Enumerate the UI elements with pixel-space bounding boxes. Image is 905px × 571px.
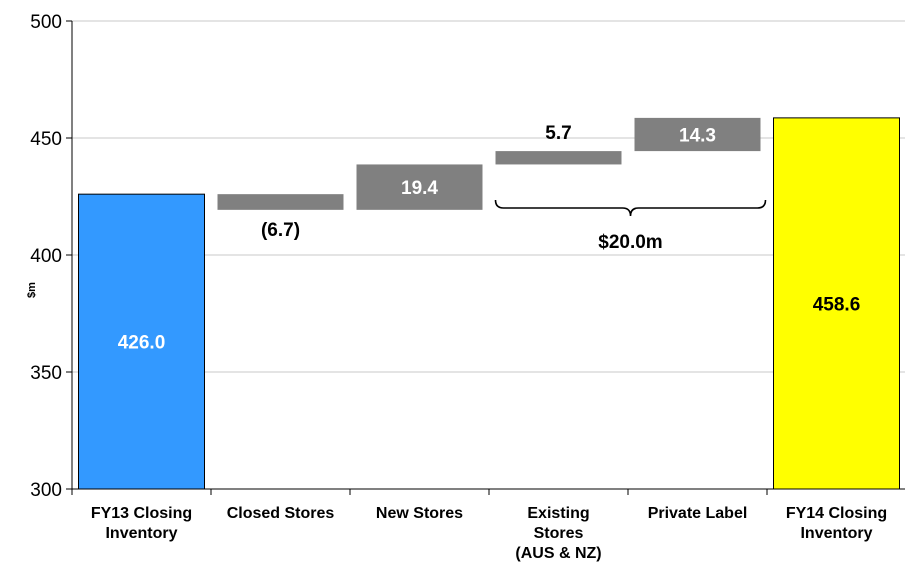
x-category-label: Private Label	[648, 505, 748, 522]
data-labels: 426.0 (6.7) 19.4 5.7 14.3 458.6	[118, 123, 861, 353]
x-category-label-line: FY13 Closing	[91, 505, 192, 522]
data-label: 14.3	[679, 125, 716, 146]
total-bar	[773, 117, 900, 490]
annotations: $20.0m	[494, 199, 767, 253]
delta-bar	[634, 117, 761, 152]
x-category-label-line: (AUS & NZ)	[515, 545, 601, 562]
bars	[78, 117, 900, 490]
data-label: (6.7)	[261, 220, 300, 241]
y-tick-label: 400	[30, 246, 62, 267]
x-category-label: FY13 Closing Inventory	[91, 505, 192, 542]
x-category-label-line: Private Label	[648, 505, 748, 522]
x-category-label-line: Existing	[527, 505, 589, 522]
x-category-label: Existing Stores (AUS & NZ)	[515, 505, 601, 562]
brace-annotation	[494, 199, 767, 217]
x-category-label-line: Inventory	[800, 525, 872, 542]
data-label: 426.0	[118, 333, 166, 354]
x-category-label: Closed Stores	[227, 505, 335, 522]
data-label: 458.6	[813, 294, 861, 315]
data-label: 19.4	[401, 178, 438, 199]
delta-bar	[356, 164, 483, 210]
x-category-label-line: New Stores	[376, 505, 463, 522]
x-category-label: New Stores	[376, 505, 463, 522]
x-category-label-line: Stores	[534, 525, 584, 542]
delta-bar	[495, 151, 622, 165]
y-tick-label: 500	[30, 12, 62, 33]
delta-bar	[217, 194, 344, 210]
brace-annotation-label: $20.0m	[598, 232, 662, 253]
y-tick-label: 450	[30, 129, 62, 150]
y-tick-label: 350	[30, 363, 62, 384]
x-category-label-line: FY14 Closing	[786, 505, 887, 522]
axes: 300 350 400 450 500 $m FY13 Closing Inventory Cl…	[26, 12, 905, 562]
y-tick-label: 300	[30, 480, 62, 501]
total-bar	[78, 193, 205, 490]
y-axis-title: $m	[26, 282, 38, 298]
x-category-label-line: Closed Stores	[227, 505, 335, 522]
x-category-label: FY14 Closing Inventory	[786, 505, 887, 542]
gridlines	[72, 20, 905, 373]
data-label: 5.7	[545, 123, 571, 144]
x-category-label-line: Inventory	[105, 525, 177, 542]
